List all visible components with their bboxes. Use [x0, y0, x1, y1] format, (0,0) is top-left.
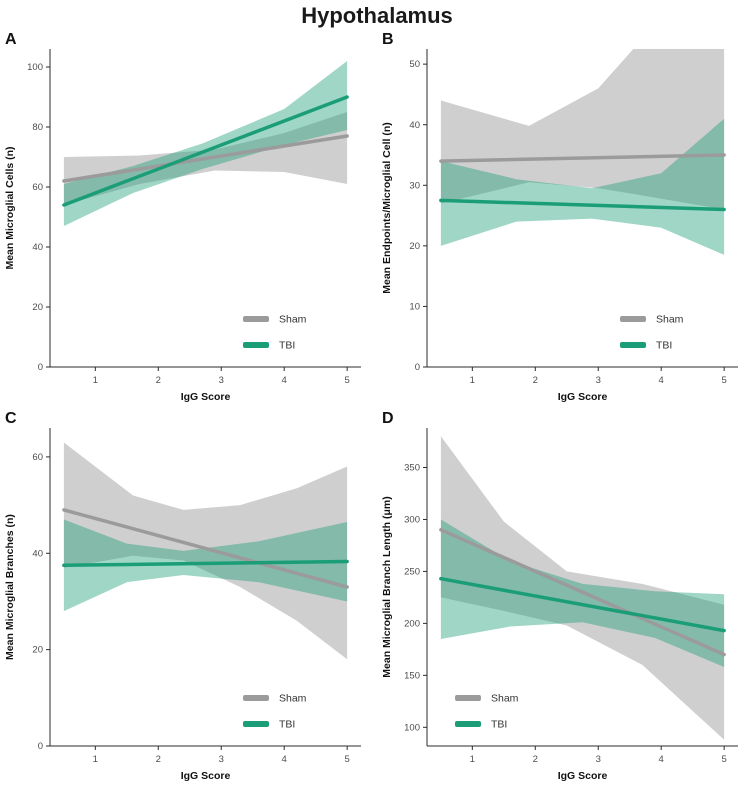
svg-text:0: 0 — [38, 362, 43, 373]
svg-text:3: 3 — [219, 754, 224, 765]
svg-text:5: 5 — [722, 375, 727, 386]
svg-text:20: 20 — [32, 645, 43, 656]
tbi-legend-swatch — [455, 721, 481, 727]
svg-text:4: 4 — [282, 375, 287, 386]
svg-text:3: 3 — [219, 375, 224, 386]
svg-text:40: 40 — [32, 242, 43, 253]
sham-confidence-band — [440, 436, 725, 740]
tbi-regression-line — [439, 198, 726, 212]
x-axis-label: IgG Score — [181, 770, 231, 782]
svg-text:40: 40 — [32, 548, 43, 559]
legend: Sham TBI — [455, 692, 519, 730]
legend: Sham TBI — [620, 313, 684, 351]
sham-legend-label: Sham — [656, 313, 684, 325]
svg-text:60: 60 — [32, 182, 43, 193]
sham-legend-swatch — [243, 316, 269, 322]
svg-text:20: 20 — [409, 241, 420, 252]
sham-confidence-band — [63, 442, 348, 660]
svg-text:350: 350 — [404, 463, 420, 474]
svg-text:40: 40 — [409, 120, 420, 131]
svg-text:5: 5 — [345, 375, 350, 386]
y-axis-label: Mean Microglial Branches (n) — [4, 514, 16, 660]
y-axis-label: Mean Endpoints/Microglial Cell (n) — [381, 122, 393, 294]
svg-text:100: 100 — [404, 722, 420, 733]
svg-text:2: 2 — [533, 375, 538, 386]
svg-text:200: 200 — [404, 618, 420, 629]
tbi-confidence-band — [63, 61, 348, 226]
svg-text:50: 50 — [409, 59, 420, 70]
x-axis-label: IgG Score — [181, 391, 231, 403]
svg-text:4: 4 — [659, 754, 664, 765]
sham-regression-line — [439, 153, 726, 163]
svg-text:30: 30 — [409, 180, 420, 191]
sham-legend-swatch — [620, 316, 646, 322]
x-axis-label: IgG Score — [558, 770, 608, 782]
sham-legend-label: Sham — [279, 692, 307, 704]
svg-text:1: 1 — [470, 375, 475, 386]
panel-a-chart: 1 2 3 4 5 0 20 40 60 80 100 Mean Microglial Cells (… — [4, 49, 361, 403]
tbi-legend-label: TBI — [491, 718, 507, 730]
tbi-legend-swatch — [243, 342, 269, 348]
panel-grid: A 1 2 3 4 5 0 20 40 60 80 100 Mean Microglial Cells… — [0, 30, 754, 788]
svg-text:5: 5 — [722, 754, 727, 765]
svg-text:1: 1 — [93, 375, 98, 386]
sham-legend-label: Sham — [279, 313, 307, 325]
svg-text:100: 100 — [27, 62, 43, 73]
svg-text:1: 1 — [470, 754, 475, 765]
legend: Sham TBI — [243, 692, 307, 730]
svg-text:4: 4 — [282, 754, 287, 765]
x-axis-label: IgG Score — [558, 391, 608, 403]
svg-text:2: 2 — [533, 754, 538, 765]
svg-text:0: 0 — [415, 362, 420, 373]
panel-d-chart: 1 2 3 4 5 100 150 200 250 300 350 Mean Microglial B… — [381, 428, 738, 782]
svg-text:1: 1 — [93, 754, 98, 765]
y-axis-label: Mean Microglial Branch Length (μm) — [381, 496, 393, 677]
panel-b-label: B — [382, 31, 394, 48]
tbi-legend-label: TBI — [656, 339, 672, 351]
tbi-regression-line — [62, 95, 349, 207]
panel-a-label: A — [5, 31, 17, 48]
panel-b: B 1 2 3 4 5 0 10 20 30 40 50 Mean Endpoints/Microgl… — [377, 30, 754, 409]
figure-title: Hypothalamus — [301, 3, 453, 28]
svg-text:2: 2 — [156, 754, 161, 765]
svg-text:10: 10 — [409, 301, 420, 312]
svg-text:150: 150 — [404, 670, 420, 681]
panel-a: A 1 2 3 4 5 0 20 40 60 80 100 Mean Microglial Cells… — [0, 30, 377, 409]
sham-regression-line — [439, 528, 726, 657]
tbi-legend-swatch — [620, 342, 646, 348]
svg-text:0: 0 — [38, 741, 43, 752]
panel-c-chart: 1 2 3 4 5 0 20 40 60 Mean Microglial Branches (n)… — [4, 428, 361, 782]
sham-legend-swatch — [243, 695, 269, 701]
svg-text:4: 4 — [659, 375, 664, 386]
svg-text:60: 60 — [32, 452, 43, 463]
svg-text:5: 5 — [345, 754, 350, 765]
panel-d: D 1 2 3 4 5 100 150 200 250 300 350 Mean Microglial… — [377, 409, 754, 788]
svg-text:250: 250 — [404, 566, 420, 577]
legend: Sham TBI — [243, 313, 307, 351]
panel-c: C 1 2 3 4 5 0 20 40 60 Mean Microglial Branches (… — [0, 409, 377, 788]
tbi-legend-label: TBI — [279, 718, 295, 730]
tbi-legend-label: TBI — [279, 339, 295, 351]
tbi-legend-swatch — [243, 721, 269, 727]
tbi-confidence-band — [63, 519, 348, 612]
svg-text:3: 3 — [596, 375, 601, 386]
svg-text:20: 20 — [32, 302, 43, 313]
tbi-confidence-band — [440, 118, 725, 255]
sham-legend-label: Sham — [491, 692, 519, 704]
tbi-regression-line — [62, 559, 349, 568]
sham-legend-swatch — [455, 695, 481, 701]
panel-d-label: D — [382, 410, 394, 427]
svg-text:80: 80 — [32, 122, 43, 133]
sham-confidence-band — [440, 49, 725, 210]
y-axis-label: Mean Microglial Cells (n) — [4, 146, 16, 269]
sham-regression-line — [62, 508, 349, 589]
svg-text:3: 3 — [596, 754, 601, 765]
sham-regression-line — [62, 134, 349, 183]
tbi-regression-line — [439, 576, 726, 633]
svg-text:300: 300 — [404, 514, 420, 525]
panel-c-label: C — [5, 410, 17, 427]
svg-text:2: 2 — [156, 375, 161, 386]
